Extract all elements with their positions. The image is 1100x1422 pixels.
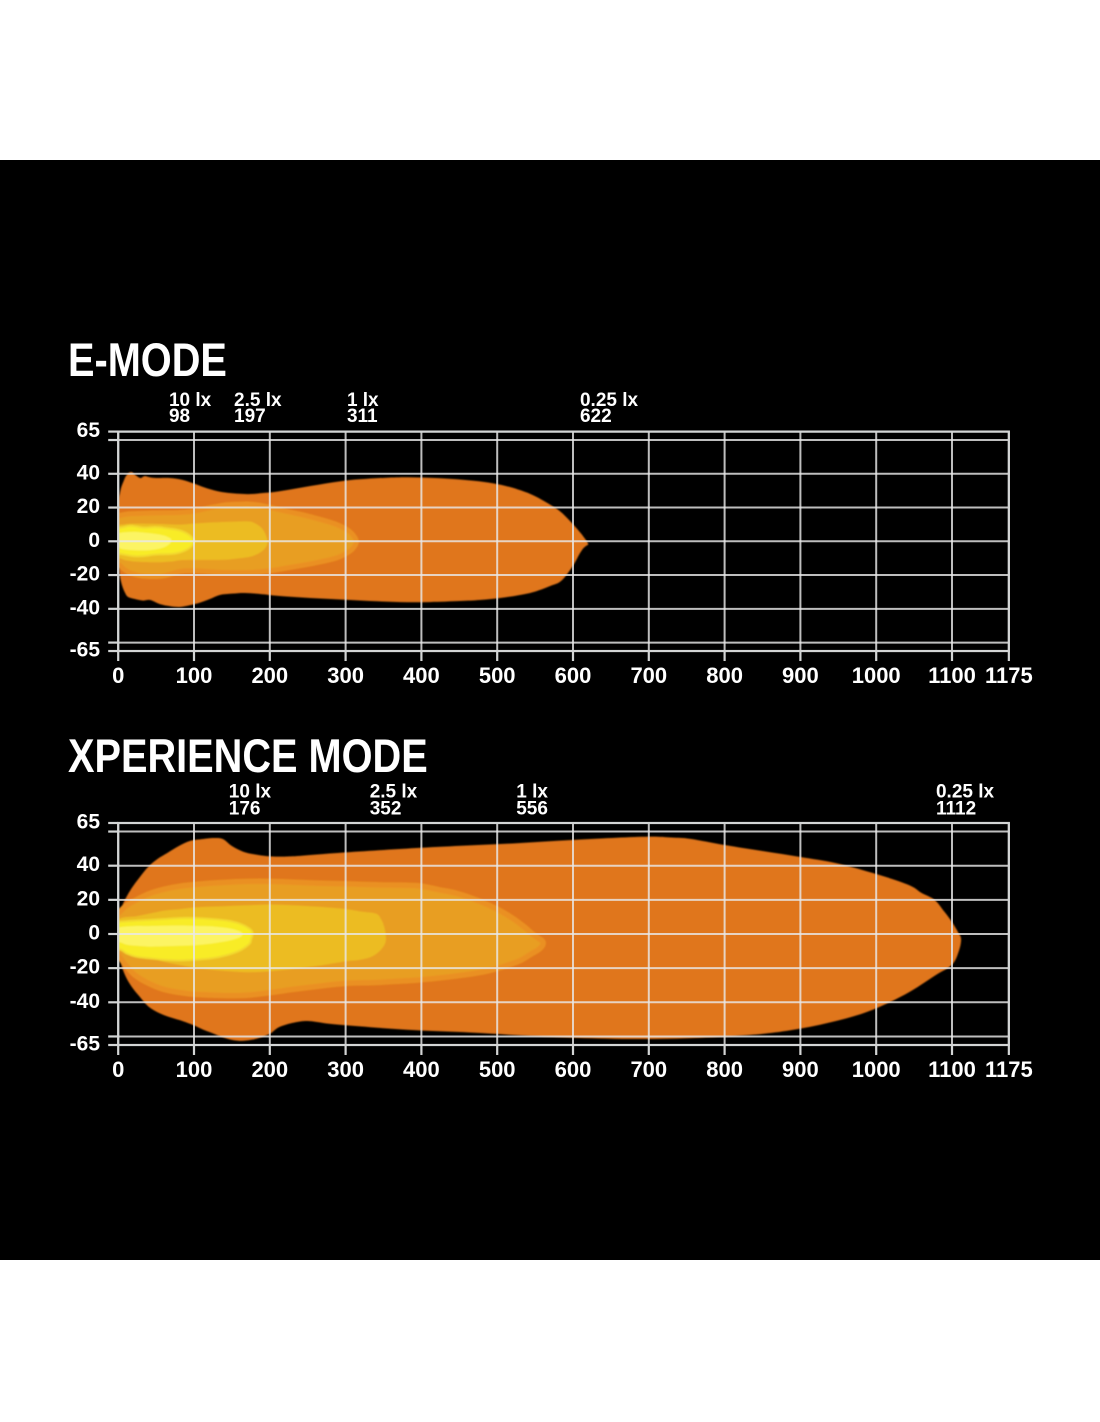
x-axis-label: 700: [630, 663, 667, 688]
y-axis-label: -40: [70, 596, 100, 619]
axis-frame: [108, 430, 1010, 662]
lux-annotation-value: 2.5 lx: [370, 782, 418, 803]
lux-annotation-value: 1 lx: [516, 782, 548, 803]
y-axis-label: 20: [77, 495, 100, 518]
x-axis-label: 900: [782, 663, 819, 688]
beam-contour-hot-spot: [118, 925, 243, 947]
x-axis-label: 1000: [852, 1057, 901, 1082]
x-axis-label: 200: [251, 1057, 288, 1082]
x-axis-label: 100: [176, 663, 213, 688]
y-axis-label: 0: [88, 922, 100, 945]
chart-title-xperience-mode: XPERIENCE MODE: [68, 729, 428, 782]
y-axis-label: 40: [77, 853, 100, 876]
lux-annotation-value: 0.25 lx: [580, 390, 639, 411]
lux-annotation-value: 1 lx: [347, 390, 379, 411]
y-axis-label: -65: [70, 639, 101, 662]
x-axis-label: 700: [630, 1057, 667, 1082]
y-axis-label: -20: [70, 563, 100, 586]
x-axis-label: 100: [176, 1057, 213, 1082]
x-axis-label: 1175: [985, 1057, 1033, 1082]
x-axis-label: 400: [403, 663, 440, 688]
x-axis-label: 1100: [928, 663, 976, 688]
beam-diagram-panel: E-MODE XPERIENCE MODE 65 40 20 0 -20 -40 -65 0 1…: [0, 160, 1100, 1260]
y-axis-label: 20: [77, 887, 100, 910]
y-axis-label: 65: [77, 810, 101, 833]
y-axis-label: -40: [70, 990, 100, 1013]
x-axis-label: 1175: [985, 663, 1033, 688]
x-axis-label: 300: [327, 663, 364, 688]
lux-annotation-value: 2.5 lx: [234, 390, 282, 411]
x-axis-label: 200: [251, 663, 288, 688]
lux-annotation-distance: 176: [229, 799, 261, 820]
lux-annotation-value: 10 lx: [229, 782, 272, 803]
beam-shapes: [118, 836, 962, 1041]
lux-annotation-value: 10 lx: [169, 390, 212, 411]
grid-lines: [117, 821, 1010, 1047]
x-axis-label: 800: [706, 663, 743, 688]
lux-annotation-distance: 98: [169, 406, 190, 427]
lux-annotation-distance: 352: [370, 799, 402, 820]
x-axis-label: 0: [112, 663, 124, 688]
lux-annotation-distance: 311: [347, 406, 378, 427]
x-axis-label: 1000: [852, 663, 901, 688]
x-axis-label: 600: [555, 663, 592, 688]
x-axis-label: 500: [479, 1057, 516, 1082]
lux-annotation-value: 0.25 lx: [936, 782, 995, 803]
x-axis-label: 400: [403, 1057, 440, 1082]
x-axis-label: 900: [782, 1057, 819, 1082]
y-axis-label: -65: [70, 1033, 101, 1056]
x-axis-label: 0: [112, 1057, 124, 1082]
lux-annotation-distance: 556: [516, 799, 548, 820]
lux-annotation-distance: 197: [234, 406, 266, 427]
x-axis-label: 1100: [928, 1057, 976, 1082]
x-axis-label: 500: [479, 663, 516, 688]
x-axis-label: 600: [555, 1057, 592, 1082]
y-axis-label: -20: [70, 956, 100, 979]
y-axis-label: 0: [88, 529, 100, 552]
lux-annotation-distance: 1112: [936, 799, 976, 820]
axis-frame: [108, 821, 1010, 1056]
y-axis-label: 40: [77, 461, 100, 484]
lux-annotation-distance: 622: [580, 406, 612, 427]
chart-title-e-mode: E-MODE: [68, 333, 227, 386]
grid-lines: [117, 430, 1010, 653]
y-axis-label: 65: [77, 419, 101, 442]
x-axis-label: 800: [706, 1057, 743, 1082]
x-axis-label: 300: [327, 1057, 364, 1082]
beam-shapes: [118, 472, 589, 607]
